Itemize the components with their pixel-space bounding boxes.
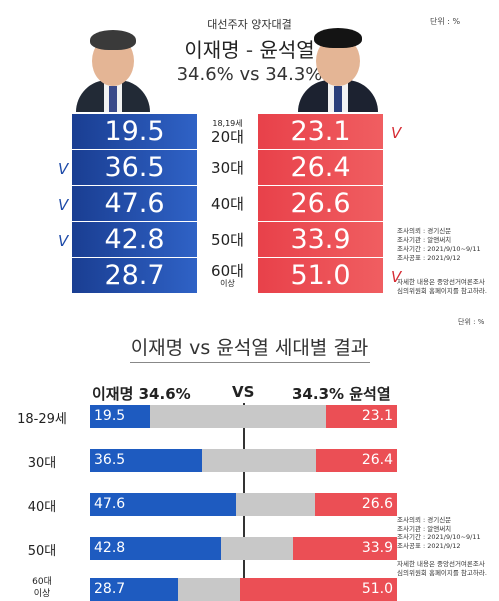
check-mark-icon: V: [391, 124, 402, 142]
yoon-portrait-photo: [298, 22, 378, 112]
bar-lee: [90, 578, 179, 601]
unit-label-bottom: 단위 : %: [458, 318, 485, 326]
check-mark-icon: V: [58, 160, 69, 178]
table-row: 19.5 18,19세 20대 23.1: [72, 114, 383, 149]
title-underline: [130, 362, 370, 363]
lee-portrait-photo: [74, 22, 152, 112]
category-label: 60대 이상: [32, 577, 52, 599]
disclaimer-bottom: 자세한 내용은 중앙선거여론조사 심의위원회 홈페이지를 참고하라.: [397, 560, 487, 577]
table-row: 28.7 60대 이상 51.0: [72, 258, 383, 293]
age-group-cell: 60대 이상: [197, 258, 258, 293]
data-label-yoon: 26.4: [361, 452, 393, 468]
data-label-lee: 42.8: [94, 540, 126, 556]
age-group-cell: 18,19세 20대: [197, 114, 258, 149]
lee-value-cell: 36.5: [72, 150, 197, 185]
bar-track: 19.5 23.1: [90, 405, 397, 428]
bar-lee: [90, 405, 150, 428]
data-label-lee: 28.7: [94, 581, 126, 597]
age-group-table: 19.5 18,19세 20대 23.1 36.5 30대 26.4 47.6 …: [72, 114, 383, 294]
survey-notes-bottom: 조사의뢰 : 경기신문 조사기관 : 알앤써치 조사기간 : 2021/9/10…: [397, 516, 481, 550]
data-label-lee: 19.5: [94, 408, 126, 424]
data-label-lee: 36.5: [94, 452, 126, 468]
age-group-cell: 40대: [197, 186, 258, 221]
top-title: 이재명 - 윤석열: [0, 34, 499, 63]
age-group-cell: 30대: [197, 150, 258, 185]
bottom-title: 이재명 vs 윤석열 세대별 결과: [130, 337, 369, 359]
lee-value-cell: 47.6: [72, 186, 197, 221]
data-label-yoon: 23.1: [361, 408, 393, 424]
category-label: 50대: [27, 544, 57, 559]
bar-yoon: [315, 449, 397, 472]
unit-label-top: 단위 : %: [430, 17, 461, 26]
yoon-value-cell: 26.4: [258, 150, 383, 185]
table-row: 47.6 40대 26.6: [72, 186, 383, 221]
age-group-cell: 50대: [197, 222, 258, 257]
title-candidate-lee: 이재명: [184, 38, 240, 62]
bar-yoon: [240, 578, 397, 601]
category-label: 40대: [27, 500, 57, 515]
bar-yoon: [315, 493, 397, 516]
disclaimer-top: 자세한 내용은 중앙선거여론조사 심의위원회 홈페이지를 참고하라.: [397, 278, 487, 295]
top-subtitle: 대선주자 양자대결: [207, 18, 292, 31]
legend-vs: VS: [232, 383, 255, 401]
title-candidate-yoon: 윤석열: [259, 38, 315, 62]
category-label: 18-29세: [17, 412, 67, 427]
bar-track: 28.7 51.0: [90, 578, 397, 601]
data-label-yoon: 33.9: [361, 540, 393, 556]
check-mark-icon: V: [391, 268, 402, 286]
yoon-value-cell: 33.9: [258, 222, 383, 257]
bar-yoon: [292, 537, 397, 560]
lee-value-cell: 42.8: [72, 222, 197, 257]
bar-lee: [90, 493, 237, 516]
lee-value-cell: 19.5: [72, 114, 197, 149]
yoon-value-cell: 51.0: [258, 258, 383, 293]
top-percentage-line: 34.6% vs 34.3%: [176, 64, 323, 85]
data-label-lee: 47.6: [94, 496, 126, 512]
yoon-value-cell: 23.1: [258, 114, 383, 149]
data-label-yoon: 26.6: [361, 496, 393, 512]
bar-track: 36.5 26.4: [90, 449, 397, 472]
data-label-yoon: 51.0: [361, 581, 393, 597]
bar-track: 47.6 26.6: [90, 493, 397, 516]
bar-lee: [90, 537, 222, 560]
check-mark-icon: V: [58, 232, 69, 250]
check-mark-icon: V: [58, 196, 69, 214]
table-row: 36.5 30대 26.4: [72, 150, 383, 185]
survey-notes-top: 조사의뢰 : 경기신문 조사기관 : 알앤써치 조사기간 : 2021/9/10…: [397, 227, 481, 262]
bar-track: 42.8 33.9: [90, 537, 397, 560]
category-label: 30대: [27, 456, 57, 471]
bar-yoon: [326, 405, 397, 428]
bar-lee: [90, 449, 203, 472]
lee-value-cell: 28.7: [72, 258, 197, 293]
yoon-value-cell: 26.6: [258, 186, 383, 221]
table-row: 42.8 50대 33.9: [72, 222, 383, 257]
legend-lee: 이재명 34.6%: [92, 385, 191, 403]
legend-yoon: 34.3% 윤석열: [292, 385, 391, 403]
title-separator: -: [245, 38, 254, 62]
